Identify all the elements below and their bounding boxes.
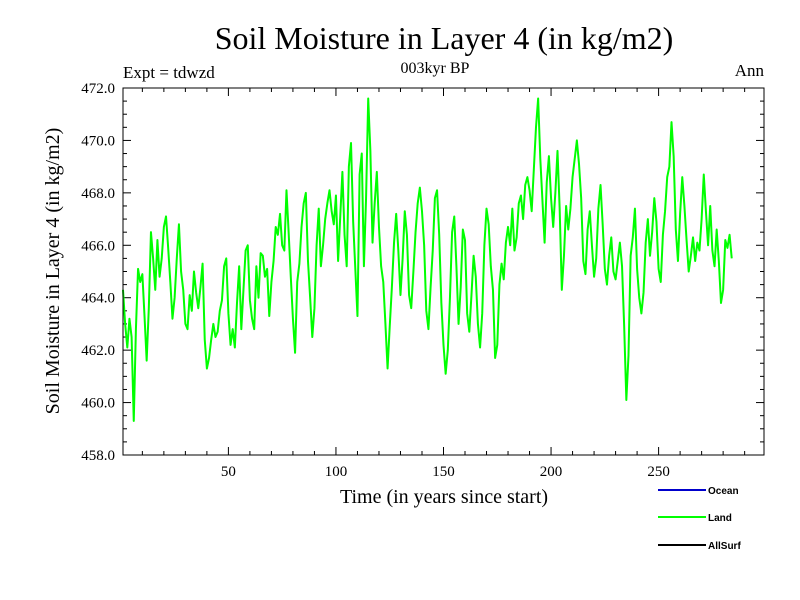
x-axis-label: Time (in years since start) [340, 486, 548, 508]
plot-area: 50 100 150 200 250 458.0 460.0 462.0 464.0 466.0 4… [81, 81, 764, 480]
legend-label-land: Land [708, 513, 732, 524]
y-tick-label: 472.0 [81, 81, 115, 97]
y-tick-label: 470.0 [81, 133, 115, 149]
y-tick-label: 466.0 [81, 238, 115, 254]
y-tick-label: 468.0 [81, 186, 115, 202]
legend: Ocean Land AllSurf [658, 486, 741, 552]
chart-subtitle: 003kyr BP [401, 60, 470, 77]
chart-title: Soil Moisture in Layer 4 (in kg/m2) [215, 20, 674, 56]
x-tick-label: 250 [647, 464, 670, 480]
plot-frame [122, 87, 765, 456]
y-tick-label: 464.0 [81, 291, 115, 307]
series-line-land [122, 97, 733, 422]
experiment-label: Expt = tdwzd [123, 63, 215, 82]
legend-label-ocean: Ocean [708, 486, 739, 497]
season-label: Ann [735, 61, 765, 80]
x-tick-label: 100 [325, 464, 348, 480]
y-tick-label: 458.0 [81, 448, 115, 464]
x-tick-label: 50 [221, 464, 236, 480]
x-tick-label: 200 [540, 464, 563, 480]
y-axis-label: Soil Moisture in Layer 4 (in kg/m2) [42, 128, 64, 415]
y-tick-label: 462.0 [81, 343, 115, 359]
legend-label-allsurf: AllSurf [708, 541, 741, 552]
x-tick-label: 150 [432, 464, 455, 480]
y-tick-label: 460.0 [81, 396, 115, 412]
